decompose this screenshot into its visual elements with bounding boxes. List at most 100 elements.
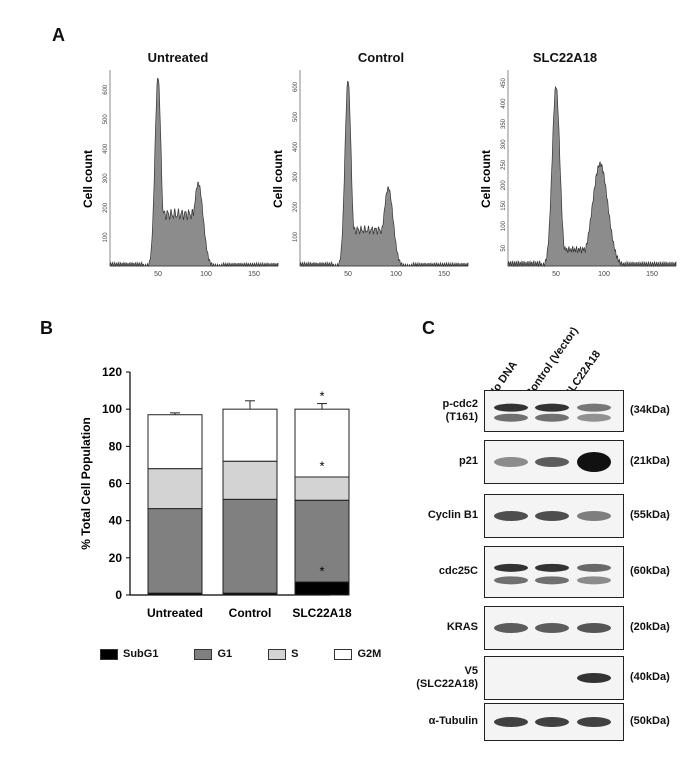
- histogram-y-tick: 100: [501, 220, 507, 231]
- blot-band: [535, 623, 569, 633]
- blot-band: [494, 511, 528, 521]
- histogram-y-tick: 200: [103, 202, 109, 213]
- blot-band: [535, 413, 569, 422]
- blot-band: [535, 403, 569, 412]
- blot-band: [535, 563, 569, 572]
- histogram-y-label: Cell count: [479, 150, 493, 208]
- blot-protein-label: V5 (SLC22A18): [416, 665, 478, 690]
- significance-star: *: [319, 458, 324, 473]
- histogram-y-tick: 100: [103, 232, 109, 243]
- blot-band: [577, 511, 611, 521]
- histogram-y-tick: 300: [103, 173, 109, 184]
- blot-band: [494, 563, 528, 572]
- blot-kda-label: (40kDa): [630, 671, 670, 683]
- histogram-1: Cell count 100 200 300 400 500 600 50 100 150: [81, 70, 279, 278]
- histogram-x-tick: 100: [390, 271, 402, 278]
- blot-band: [535, 717, 569, 727]
- histogram-2: Cell count 100 200 300 400 500 600 50 100 150: [271, 70, 469, 278]
- bar-y-tick-label: 0: [115, 588, 122, 602]
- bar-chart-axes: 0 20 40 60 80 100 120 % Total Cell Population: [79, 365, 330, 602]
- histogram-x-tick: 100: [200, 271, 212, 278]
- blot-band: [577, 452, 611, 472]
- bar-g1-slc22a18: [294, 499, 350, 583]
- blot-band: [577, 413, 611, 422]
- legend-label-g1: G1: [217, 648, 233, 660]
- legend-swatch-subg1: [100, 648, 118, 660]
- blot-band: [535, 576, 569, 585]
- histogram-y-tick: 150: [501, 200, 507, 211]
- bar-g2m-control: [222, 408, 278, 462]
- bar-g1-control: [222, 498, 278, 594]
- histogram-x-tick: 50: [552, 271, 560, 278]
- bar-x-tick-label: Control: [229, 606, 272, 620]
- bar-g2m-untreated: [147, 414, 203, 470]
- panel-label-c: C: [422, 318, 435, 338]
- blot-strip: [484, 546, 624, 598]
- histogram-y-tick: 250: [501, 159, 507, 170]
- histogram-y-label: Cell count: [271, 150, 285, 208]
- blot-band: [577, 563, 611, 572]
- histogram-x-tick: 50: [344, 271, 352, 278]
- histogram-distribution: [299, 80, 469, 268]
- histogram-title-untreated: Untreated: [147, 50, 209, 65]
- histogram-y-tick: 200: [293, 201, 299, 212]
- blot-strip: [484, 390, 624, 432]
- bar-y-tick-label: 40: [109, 514, 123, 528]
- histogram-y-tick: 300: [501, 139, 507, 150]
- histogram-y-tick: 600: [293, 81, 299, 92]
- histogram-y-tick: 500: [293, 111, 299, 122]
- legend-g1: G1: [194, 648, 232, 660]
- blot-frame: [484, 546, 624, 598]
- blot-band: [577, 623, 611, 633]
- bar-s-slc22a18: [294, 476, 350, 501]
- histogram-y-tick: 400: [501, 98, 507, 109]
- histogram-y-tick: 300: [293, 171, 299, 182]
- significance-star: *: [319, 563, 324, 578]
- histogram-y-tick: 200: [501, 180, 507, 191]
- blot-band: [577, 576, 611, 585]
- blot-strip: [484, 703, 624, 741]
- bar-y-tick-label: 120: [102, 365, 122, 379]
- legend-subg1: SubG1: [100, 648, 158, 660]
- blot-band: [494, 623, 528, 633]
- blot-kda-label: (34kDa): [630, 404, 670, 416]
- histogram-y-tick: 450: [501, 77, 507, 88]
- histogram-y-tick: 400: [103, 143, 109, 154]
- blot-band: [494, 457, 528, 467]
- legend-swatch-g2m: [334, 648, 353, 660]
- histogram-panel-a: Untreated Control SLC22A18 Cell count 100…: [0, 0, 700, 300]
- histogram-y-tick: 100: [293, 231, 299, 242]
- histogram-title-slc22a18: SLC22A18: [532, 50, 598, 65]
- panel-label-a: A: [52, 25, 65, 45]
- blot-band: [494, 576, 528, 585]
- histogram-y-tick: 350: [501, 118, 507, 129]
- bar-g1-untreated: [147, 508, 203, 594]
- histogram-distribution: [507, 86, 677, 268]
- blot-protein-label: KRAS: [446, 621, 478, 633]
- blot-protein-label: α-Tubulin: [428, 715, 478, 727]
- legend-label-g2m: G2M: [357, 648, 382, 660]
- histograms-svg: Cell count 100 200 300 400 500 600 50 100 150 Cell…: [81, 70, 677, 278]
- blot-strip: [484, 494, 624, 538]
- histogram-y-label: Cell count: [81, 150, 95, 208]
- histogram-x-tick: 150: [646, 271, 658, 278]
- bar-y-tick-label: 60: [109, 477, 123, 491]
- blot-strip: [484, 656, 624, 700]
- bar-y-tick-label: 80: [109, 439, 123, 453]
- bar-x-tick-label: SLC22A18: [292, 606, 352, 620]
- blot-band: [494, 413, 528, 422]
- blot-strip: [484, 606, 624, 650]
- bar-subg1-slc22a18: [294, 581, 350, 596]
- legend-label-s: S: [291, 648, 299, 660]
- bar-g2m-slc22a18: [294, 408, 350, 478]
- blot-kda-label: (60kDa): [630, 565, 670, 577]
- blot-protein-label: p-cdc2 (T161): [442, 398, 478, 423]
- blot-band: [577, 403, 611, 412]
- significance-star: *: [319, 389, 324, 404]
- blot-protein-label: p21: [459, 455, 478, 467]
- blot-band: [535, 457, 569, 467]
- legend-swatch-s: [268, 648, 287, 660]
- histogram-y-tick: 400: [293, 141, 299, 152]
- legend-label-subg1: SubG1: [123, 648, 159, 660]
- histogram-x-tick: 50: [154, 271, 162, 278]
